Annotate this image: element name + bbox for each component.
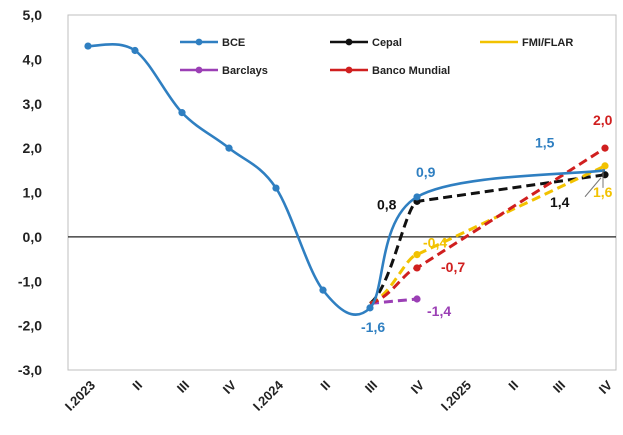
y-tick-label: 2,0	[23, 140, 43, 156]
x-tick-label: II	[317, 378, 333, 394]
legend-marker-cepal	[345, 38, 353, 46]
x-tick-label: II	[505, 378, 521, 394]
x-tick-label: IV	[596, 377, 616, 397]
x-tick-label: III	[362, 378, 380, 396]
data-point-banco-mundial	[601, 144, 609, 152]
data-point-bce	[178, 109, 186, 117]
series-line-fmi-flar	[369, 164, 606, 305]
x-tick-label: I.2024	[250, 377, 287, 414]
series-line-bce	[87, 43, 606, 316]
data-label: 0,9	[416, 164, 436, 180]
data-point-bce	[272, 184, 280, 192]
data-point-fmi-flar	[601, 162, 609, 170]
legend-label-cepal: Cepal	[372, 37, 402, 49]
data-point-bce	[366, 304, 374, 312]
x-axis: I.2023 II III IV I.2024 II III IV I.2025 II III IV	[62, 377, 615, 414]
data-label: 1,6	[593, 184, 613, 200]
x-tick-label: III	[550, 378, 568, 396]
data-point-bce	[131, 46, 139, 55]
y-tick-label: 1,0	[23, 185, 43, 201]
data-label: 1,5	[535, 134, 555, 150]
y-axis: 5,0 4,0 3,0 2,0 1,0 0,0 -1,0 -2,0 -3,0	[18, 7, 42, 378]
data-label: -1,4	[427, 303, 451, 319]
x-tick-label: I.2023	[62, 378, 98, 414]
legend-label-bce: BCE	[222, 37, 245, 49]
y-tick-label: 4,0	[23, 51, 43, 67]
data-label: -1,6	[361, 319, 385, 335]
x-tick-label: I.2025	[438, 378, 474, 414]
x-tick-label: IV	[220, 377, 240, 397]
data-point-banco-mundial	[413, 264, 421, 272]
y-tick-label: -1,0	[18, 273, 42, 289]
data-label: 1,4	[550, 194, 570, 210]
y-tick-label: 3,0	[23, 96, 43, 112]
legend: BCE Cepal FMI/FLAR Barclays Banco Mundial	[180, 37, 573, 77]
y-tick-label: -3,0	[18, 362, 42, 378]
data-point-bce	[319, 286, 327, 294]
data-point-fmi-flar	[413, 251, 421, 259]
data-point-bce	[225, 144, 233, 152]
legend-label-barclays: Barclays	[222, 65, 268, 77]
data-label: -0,7	[441, 259, 465, 275]
data-label: 2,0	[593, 112, 613, 128]
x-tick-label: IV	[408, 377, 428, 397]
legend-label-fmi-flar: FMI/FLAR	[522, 37, 573, 49]
data-point-bce	[84, 42, 92, 50]
legend-marker-banco-mundial	[345, 66, 353, 74]
y-tick-label: -2,0	[18, 318, 42, 334]
series-layer	[84, 42, 609, 316]
legend-label-banco-mundial: Banco Mundial	[372, 65, 450, 77]
annotation-layer: 0,9 0,8 -0,4 -0,7 -1,6 -1,4 1,5 2,0 1,4 1,6	[361, 112, 613, 335]
x-tick-label: II	[129, 378, 145, 394]
y-tick-label: 0,0	[23, 229, 43, 245]
data-label: 0,8	[377, 196, 397, 212]
data-label: -0,4	[423, 235, 447, 251]
y-tick-label: 5,0	[23, 7, 43, 23]
data-point-cepal	[601, 171, 609, 179]
x-tick-label: III	[174, 378, 192, 396]
leader-line	[584, 177, 602, 198]
legend-marker-bce	[195, 38, 203, 46]
series-line-barclays	[369, 297, 418, 305]
data-point-barclays	[413, 295, 421, 303]
plot-area	[67, 14, 617, 371]
legend-marker-barclays	[195, 66, 203, 74]
data-point-bce	[413, 193, 421, 201]
series-line-cepal	[369, 173, 606, 305]
